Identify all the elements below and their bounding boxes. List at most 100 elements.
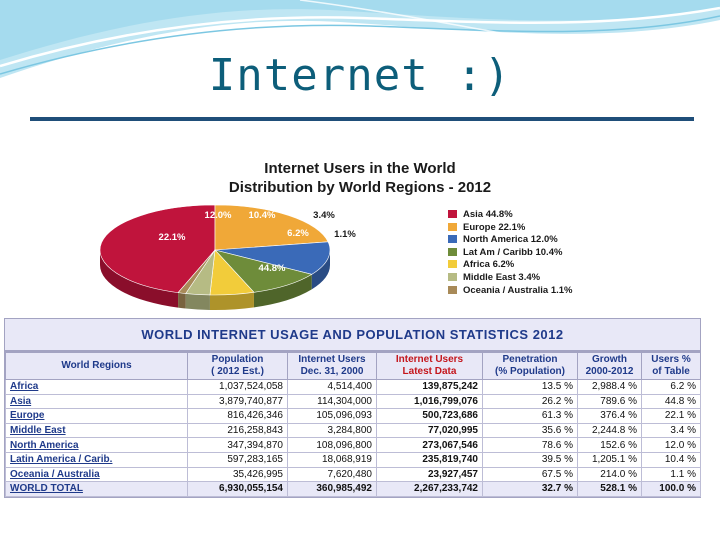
table-row: Asia 3,879,740,877 114,304,000 1,016,799,07… — [5, 393, 701, 410]
table-cell: 6,930,055,154 — [187, 481, 288, 497]
region-link[interactable]: Africa — [5, 379, 188, 395]
table-cell: 376.4 % — [577, 408, 642, 424]
title-underline — [30, 117, 694, 121]
header-wave-decoration — [0, 0, 720, 78]
table-cell: 1,205.1 % — [577, 451, 642, 468]
table-cell: 152.6 % — [577, 437, 642, 453]
table-row: Latin America / Carib. 597,283,165 18,068,… — [5, 451, 701, 468]
region-link[interactable]: North America — [5, 437, 188, 453]
table-cell: 26.2 % — [482, 393, 578, 410]
legend-item: Asia 44.8% — [448, 209, 572, 222]
legend-label: Lat Am / Caribb 10.4% — [463, 246, 563, 258]
table-cell: 7,620,480 — [287, 466, 377, 483]
legend-label: North America 12.0% — [463, 234, 558, 246]
pie-side-lat-am-caribb — [253, 274, 312, 308]
table-cell: 235,819,740 — [376, 451, 483, 468]
region-link[interactable]: Latin America / Carib. — [5, 451, 188, 468]
table-cell: 1,016,799,076 — [376, 393, 483, 410]
chart-title: Internet Users in the World — [264, 160, 456, 177]
table-cell: 13.5 % — [482, 379, 578, 395]
table-cell: 816,426,346 — [187, 408, 288, 424]
column-header: Internet Users Latest Data — [376, 352, 483, 380]
table-row: Middle East 216,258,843 3,284,800 77,020,99… — [5, 422, 701, 439]
legend-label: Europe 22.1% — [463, 221, 526, 233]
table-row: Africa 1,037,524,058 4,514,400 139,875,242 1… — [5, 379, 701, 395]
legend-label: Asia 44.8% — [463, 209, 513, 220]
table-cell: 39.5 % — [482, 451, 578, 468]
table-cell: 22.1 % — [641, 408, 701, 424]
table-cell: 3.4 % — [641, 422, 701, 439]
table-cell: 4,514,400 — [287, 379, 377, 395]
column-header: Users % of Table — [641, 352, 701, 380]
statistics-table-panel: WORLD INTERNET USAGE AND POPULATION STAT… — [4, 318, 701, 498]
table-cell: 105,096,093 — [287, 408, 377, 424]
table-title: WORLD INTERNET USAGE AND POPULATION STAT… — [5, 319, 700, 352]
legend-swatch — [448, 247, 457, 256]
legend-label: Oceania / Australia 1.1% — [463, 284, 573, 296]
table-cell: 528.1 % — [577, 481, 642, 497]
table-cell: 216,258,843 — [187, 422, 288, 439]
table-cell: 139,875,242 — [376, 379, 483, 395]
table-cell: 273,067,546 — [376, 437, 483, 453]
pie-slice-north-america — [214, 241, 331, 275]
column-header: Population( 2012 Est.) — [187, 352, 288, 380]
column-header: Growth 2000-2012 — [577, 352, 642, 380]
table-cell: 1.1 % — [641, 466, 701, 483]
pie-label-europe: 22.1% — [159, 232, 186, 243]
table-cell: 35.6 % — [482, 422, 578, 439]
legend-item: Oceania / Australia 1.1% — [448, 285, 572, 298]
table-cell: 2,267,233,742 — [376, 481, 483, 497]
table-cell: 23,927,457 — [376, 466, 483, 483]
column-header: World Regions — [5, 352, 188, 380]
table-cell: 32.7 % — [482, 481, 578, 497]
table-cell: 12.0 % — [641, 437, 701, 453]
table-cell: 500,723,686 — [376, 408, 483, 424]
column-header: Internet Users Dec. 31, 2000 — [287, 352, 377, 380]
pie-side-north-america — [311, 250, 330, 290]
region-link[interactable]: Asia — [5, 393, 188, 410]
pie-side-asia — [100, 250, 179, 308]
region-link[interactable]: Europe — [5, 408, 188, 424]
legend-swatch — [448, 210, 457, 218]
table-cell: 44.8 % — [641, 393, 701, 410]
table-cell: 2,988.4 % — [577, 379, 642, 395]
legend-swatch — [448, 285, 457, 294]
slide-title: Internet :) — [208, 50, 512, 101]
column-header: Penetration (% Population) — [482, 352, 578, 380]
pie-slice-lat-am-caribb — [214, 249, 313, 293]
legend-swatch — [448, 222, 457, 231]
table-cell: 3,879,740,877 — [187, 393, 288, 410]
region-link[interactable]: Oceania / Australia — [5, 466, 188, 483]
region-link[interactable]: Middle East — [5, 422, 188, 439]
legend-swatch — [448, 260, 457, 269]
table-cell: 77,020,995 — [376, 422, 483, 439]
table-cell: 61.3 % — [482, 408, 578, 424]
pie-side-oceania-australia — [178, 292, 186, 309]
pie-side-middle-east — [185, 293, 210, 310]
region-link[interactable]: WORLD TOTAL — [5, 481, 188, 497]
pie-chart: 44.8% 22.1% 12.0% 10.4% 6.2% 3.4% 1.1% — [100, 204, 356, 310]
legend-swatch — [448, 235, 457, 244]
legend-label: Middle East 3.4% — [463, 271, 541, 283]
table-cell: 10.4 % — [641, 451, 701, 468]
chart-legend: Asia 44.8% Europe 22.1% North America 12.0… — [448, 209, 572, 297]
table-header-row: World Regions Population( 2012 Est.) Inter… — [5, 352, 701, 380]
table-cell: 2,244.8 % — [577, 422, 642, 439]
pie-label-asia: 44.8% — [259, 263, 286, 274]
table-cell: 360,985,492 — [287, 481, 377, 497]
table-cell: 108,096,800 — [287, 437, 377, 453]
pie-label-middle-east: 3.4% — [313, 210, 335, 221]
table-cell: 35,426,995 — [187, 466, 288, 483]
legend-item: North America 12.0% — [448, 234, 572, 247]
table-cell: 3,284,800 — [287, 422, 377, 439]
legend-item: Europe 22.1% — [448, 222, 572, 235]
table-cell: 789.6 % — [577, 393, 642, 410]
pie-label-north-america: 12.0% — [205, 210, 232, 221]
table-row: North America 347,394,870 108,096,800 273,0… — [5, 437, 701, 453]
pie-slice-oceania-australia — [177, 249, 216, 294]
pie-label-africa: 6.2% — [287, 228, 309, 239]
table-cell: 78.6 % — [482, 437, 578, 453]
statistics-table: World Regions Population( 2012 Est.) Inter… — [5, 352, 701, 497]
table-cell: 18,068,919 — [287, 451, 377, 468]
pie-label-lat-am-caribb: 10.4% — [249, 210, 276, 221]
